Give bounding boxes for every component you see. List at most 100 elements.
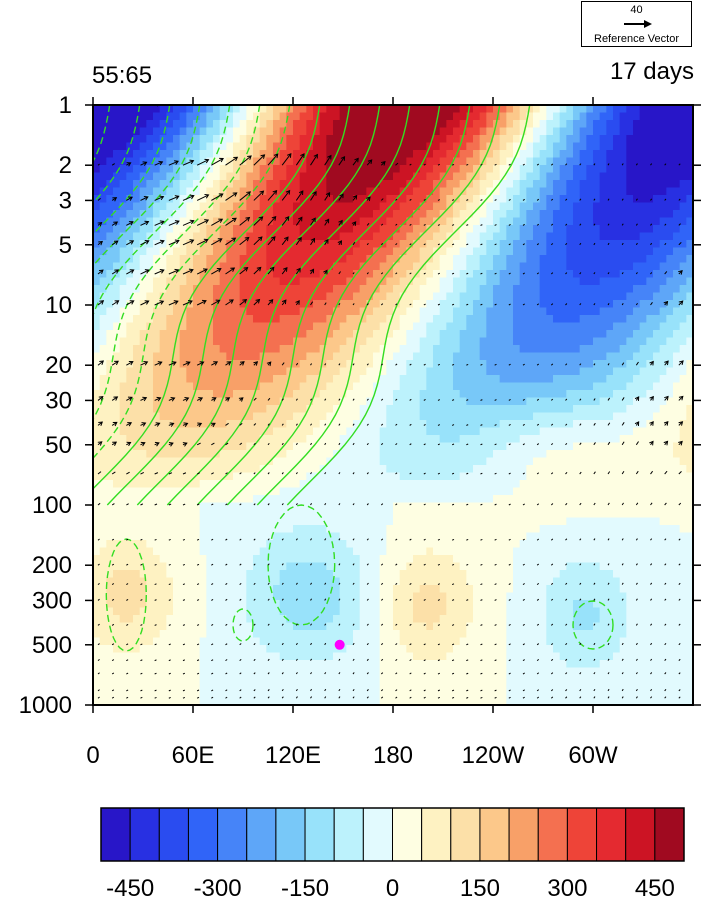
- field-cell: [439, 187, 447, 196]
- field-cell: [533, 510, 541, 519]
- field-cell: [486, 150, 494, 159]
- field-cell: [453, 180, 461, 189]
- field-cell: [273, 337, 281, 346]
- field-cell: [626, 172, 634, 181]
- field-cell: [226, 247, 234, 256]
- field-cell: [259, 285, 267, 294]
- field-cell: [393, 187, 401, 196]
- field-cell: [646, 112, 654, 121]
- field-cell: [659, 292, 667, 301]
- field-cell: [153, 427, 161, 436]
- field-cell: [539, 180, 547, 189]
- field-cell: [566, 337, 574, 346]
- field-cell: [673, 105, 681, 114]
- field-cell: [133, 270, 141, 279]
- field-cell: [239, 187, 247, 196]
- field-cell: [233, 262, 241, 271]
- field-cell: [506, 247, 514, 256]
- field-cell: [546, 382, 554, 391]
- field-cell: [279, 180, 287, 189]
- field-cell: [186, 202, 194, 211]
- field-cell: [159, 277, 167, 286]
- field-cell: [133, 450, 141, 459]
- field-cell: [559, 360, 567, 369]
- field-cell: [626, 480, 634, 489]
- field-cell: [126, 487, 134, 496]
- field-cell: [526, 367, 534, 376]
- field-cell: [286, 345, 294, 354]
- field-cell: [519, 337, 527, 346]
- field-cell: [646, 330, 654, 339]
- field-cell: [459, 495, 467, 504]
- field-cell: [473, 442, 481, 451]
- field-cell: [619, 330, 627, 339]
- field-cell: [399, 120, 407, 129]
- field-cell: [213, 210, 221, 219]
- field-cell: [546, 195, 554, 204]
- field-cell: [293, 172, 301, 181]
- field-cell: [246, 405, 254, 414]
- field-cell: [413, 142, 421, 151]
- field-cell: [666, 150, 674, 159]
- field-cell: [359, 300, 367, 309]
- field-cell: [533, 285, 541, 294]
- field-cell: [339, 412, 347, 421]
- field-cell: [519, 135, 527, 144]
- field-cell: [166, 202, 174, 211]
- field-cell: [586, 187, 594, 196]
- field-cell: [113, 435, 121, 444]
- field-cell: [613, 157, 621, 166]
- field-cell: [93, 367, 101, 376]
- field-cell: [393, 330, 401, 339]
- field-cell: [153, 112, 161, 121]
- field-cell: [246, 420, 254, 429]
- field-cell: [226, 217, 234, 226]
- field-cell: [493, 240, 501, 249]
- field-cell: [139, 322, 147, 331]
- field-cell: [619, 390, 627, 399]
- field-cell: [339, 202, 347, 211]
- field-cell: [413, 120, 421, 129]
- field-cell: [299, 397, 307, 406]
- field-cell: [539, 142, 547, 151]
- field-cell: [306, 232, 314, 241]
- field-cell: [413, 360, 421, 369]
- field-cell: [479, 367, 487, 376]
- field-cell: [359, 495, 367, 504]
- field-cell: [366, 435, 374, 444]
- field-cell: [499, 405, 507, 414]
- field-cell: [479, 135, 487, 144]
- field-cell: [119, 307, 127, 316]
- field-cell: [433, 187, 441, 196]
- field-cell: [673, 345, 681, 354]
- field-cell: [653, 337, 661, 346]
- field-cell: [326, 285, 334, 294]
- field-cell: [333, 330, 341, 339]
- field-cell: [173, 427, 181, 436]
- field-cell: [326, 502, 334, 511]
- field-cell: [686, 157, 693, 166]
- field-cell: [639, 345, 647, 354]
- field-cell: [653, 375, 661, 384]
- field-cell: [119, 360, 127, 369]
- field-cell: [119, 390, 127, 399]
- field-cell: [259, 330, 267, 339]
- field-cell: [379, 375, 387, 384]
- field-cell: [406, 495, 414, 504]
- field-cell: [419, 172, 427, 181]
- field-cell: [413, 510, 421, 519]
- field-cell: [599, 322, 607, 331]
- field-cell: [93, 420, 101, 429]
- field-cell: [679, 150, 687, 159]
- field-cell: [279, 150, 287, 159]
- field-cell: [159, 465, 167, 474]
- field-cell: [479, 285, 487, 294]
- field-cell: [293, 262, 301, 271]
- field-cell: [286, 427, 294, 436]
- field-cell: [106, 465, 114, 474]
- field-cell: [239, 412, 247, 421]
- field-cell: [646, 352, 654, 361]
- field-cell: [486, 277, 494, 286]
- field-cell: [313, 210, 321, 219]
- field-cell: [686, 367, 693, 376]
